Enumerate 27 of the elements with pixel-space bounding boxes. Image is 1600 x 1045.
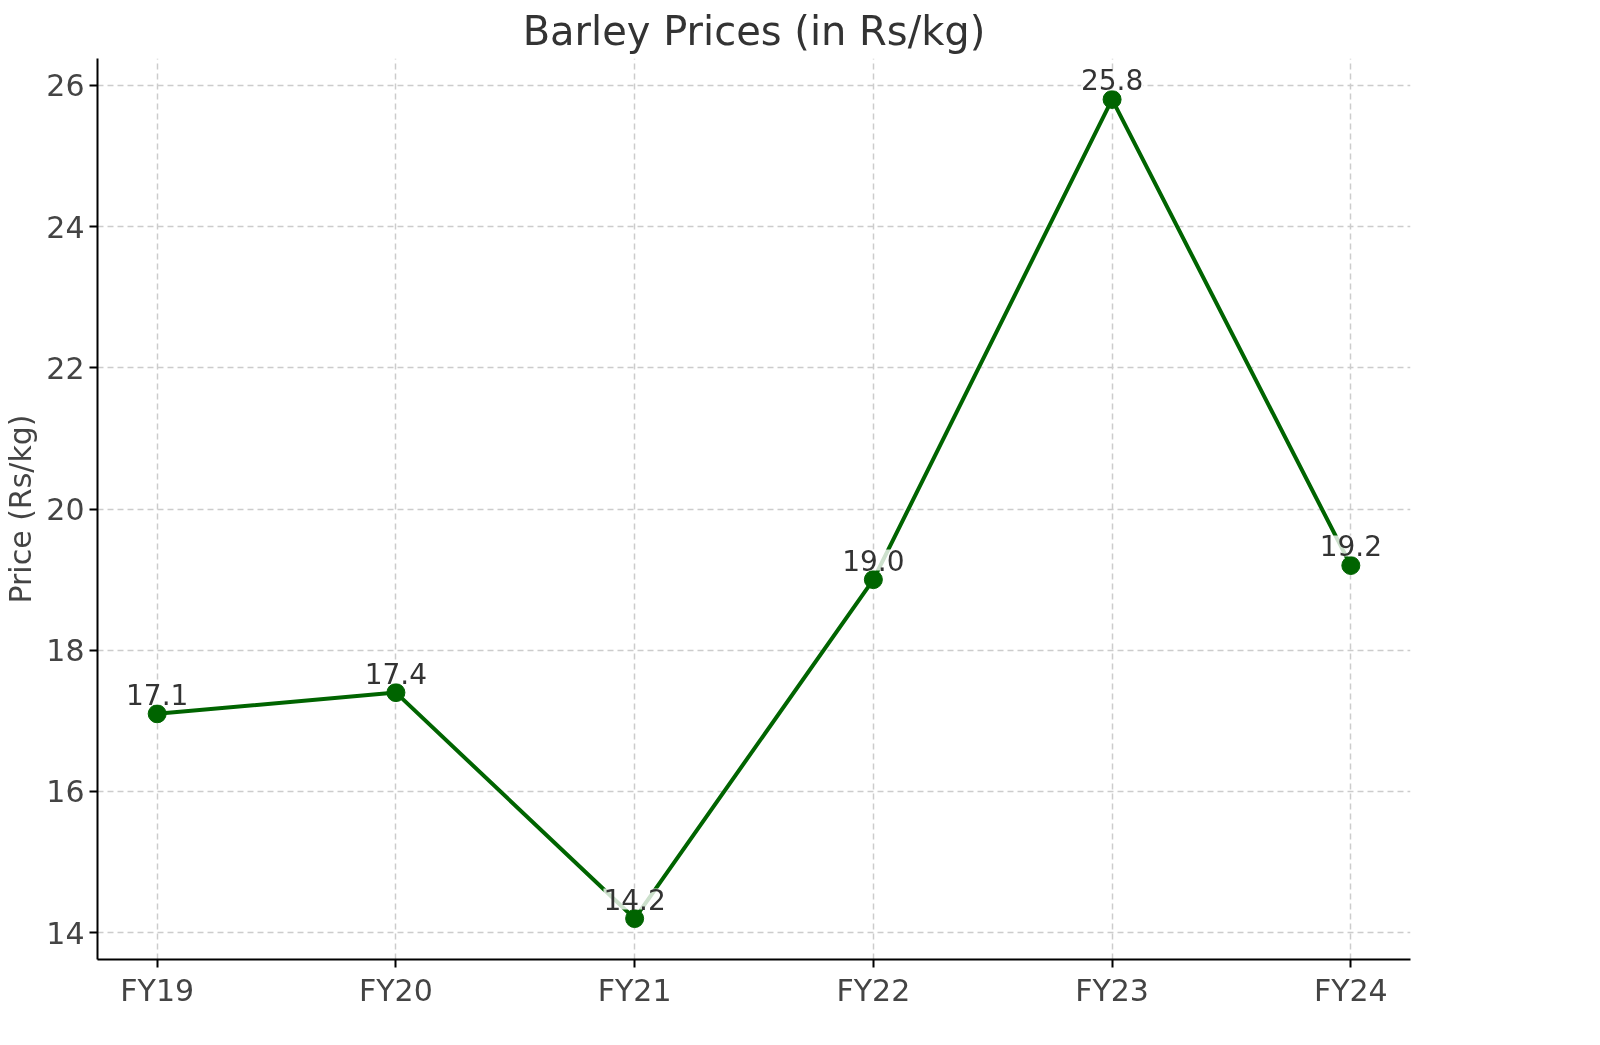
y-tick-label: 18 [46, 633, 85, 669]
y-tick-label: 16 [46, 774, 85, 810]
point [625, 909, 645, 929]
text: 14.2 [603, 883, 666, 917]
point [1341, 556, 1361, 575]
text: 17.1 [126, 678, 189, 712]
y-axis-title: Price (Rs/kg) [3, 414, 39, 604]
text: 19.2 [1319, 530, 1382, 564]
x-tick-label: FY21 [597, 972, 672, 1008]
x-tick-label: FY22 [836, 972, 911, 1008]
point [863, 570, 883, 590]
y-tick-label: 20 [46, 492, 85, 527]
x-tick-label: FY20 [359, 972, 433, 1008]
y-tick-label: 14 [46, 915, 85, 951]
text: 17.4 [364, 657, 428, 691]
text: 19.0 [842, 544, 905, 578]
chart-title: Barley Prices (in Rs/kg) [522, 7, 986, 54]
point [386, 683, 406, 703]
y-tick-label: 26 [46, 68, 85, 104]
point [147, 704, 167, 724]
x-tick-label: FY19 [120, 972, 195, 1008]
point [1102, 89, 1122, 109]
x-tick-label: FY24 [1313, 972, 1388, 1008]
x-tick-label: FY23 [1075, 972, 1149, 1008]
text: 25.8 [1080, 64, 1144, 98]
y-tick-label: 22 [46, 350, 85, 386]
y-tick-label: 24 [46, 209, 85, 245]
